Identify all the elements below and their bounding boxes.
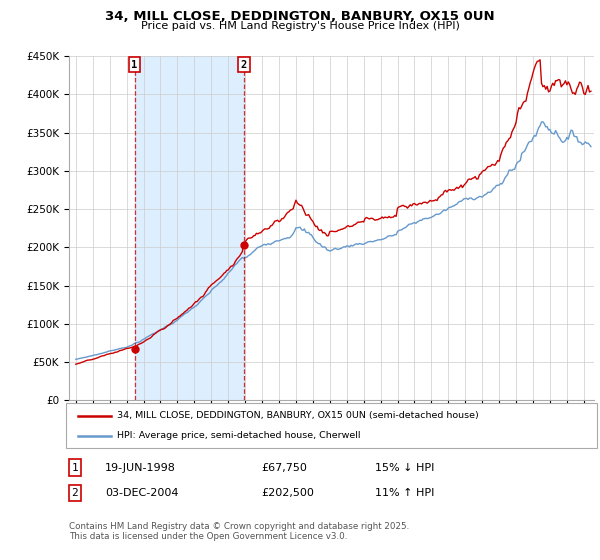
Text: 2: 2	[241, 60, 247, 70]
Text: 11% ↑ HPI: 11% ↑ HPI	[375, 488, 434, 498]
Text: HPI: Average price, semi-detached house, Cherwell: HPI: Average price, semi-detached house,…	[117, 431, 361, 440]
Text: £67,750: £67,750	[261, 463, 307, 473]
Text: 34, MILL CLOSE, DEDDINGTON, BANBURY, OX15 0UN (semi-detached house): 34, MILL CLOSE, DEDDINGTON, BANBURY, OX1…	[117, 411, 479, 420]
Text: 03-DEC-2004: 03-DEC-2004	[105, 488, 179, 498]
Text: 2: 2	[71, 488, 79, 498]
Text: 19-JUN-1998: 19-JUN-1998	[105, 463, 176, 473]
Text: Contains HM Land Registry data © Crown copyright and database right 2025.
This d: Contains HM Land Registry data © Crown c…	[69, 522, 409, 542]
Text: £202,500: £202,500	[261, 488, 314, 498]
Text: 34, MILL CLOSE, DEDDINGTON, BANBURY, OX15 0UN: 34, MILL CLOSE, DEDDINGTON, BANBURY, OX1…	[105, 10, 495, 23]
Text: 15% ↓ HPI: 15% ↓ HPI	[375, 463, 434, 473]
Text: 1: 1	[131, 60, 137, 70]
Text: Price paid vs. HM Land Registry's House Price Index (HPI): Price paid vs. HM Land Registry's House …	[140, 21, 460, 31]
Text: 1: 1	[71, 463, 79, 473]
Bar	[134, 56, 244, 400]
